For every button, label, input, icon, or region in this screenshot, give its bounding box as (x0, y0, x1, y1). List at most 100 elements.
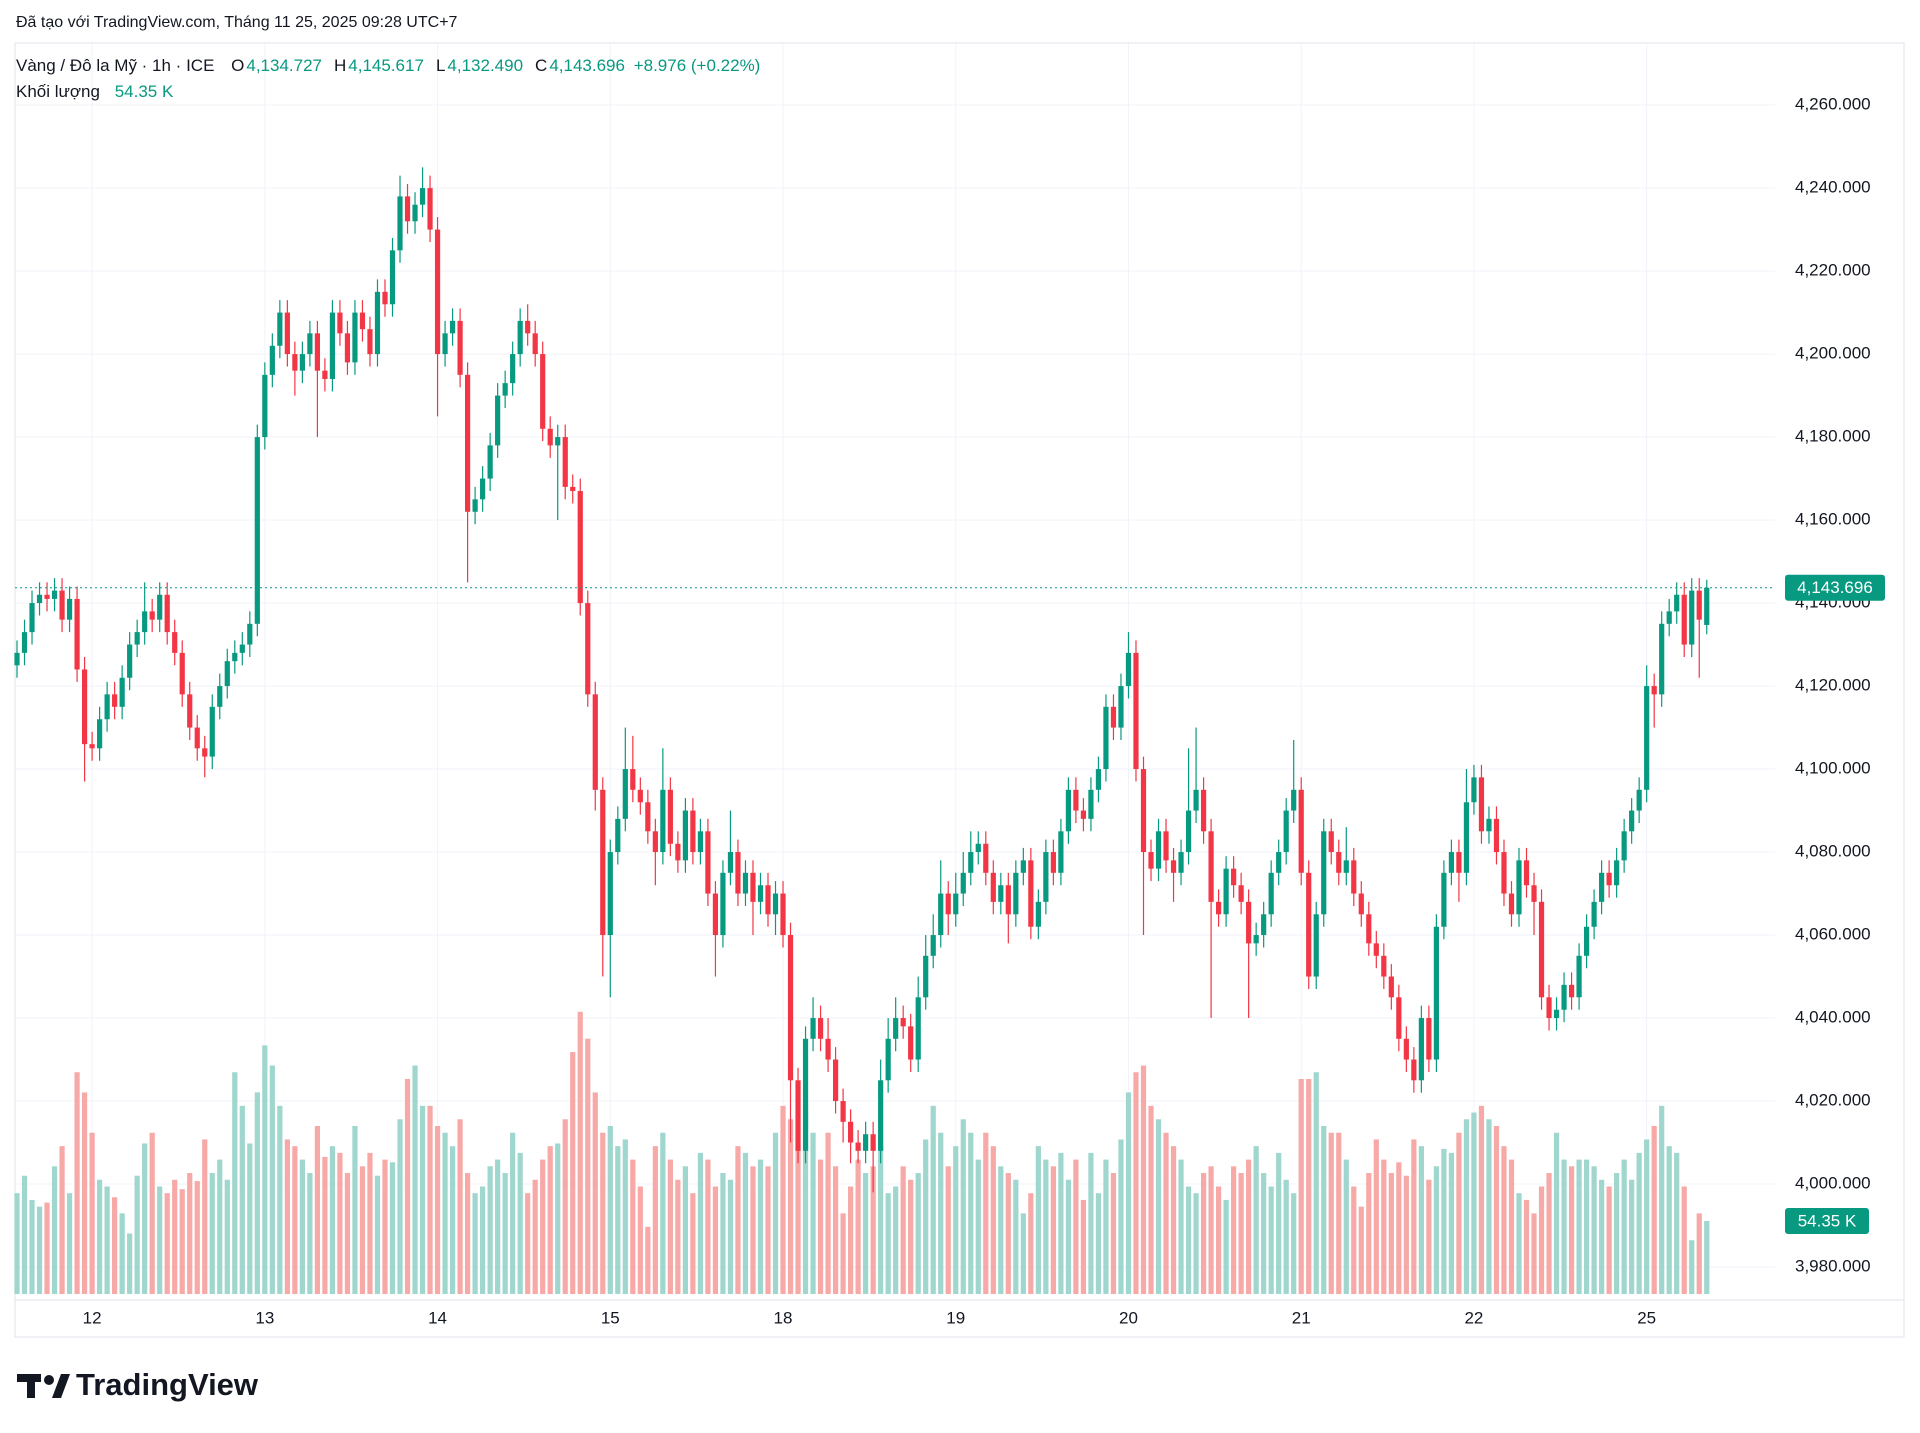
volume-bar (712, 1186, 719, 1294)
candle-body (247, 623, 253, 645)
volume-bar (1644, 1139, 1650, 1294)
x-tick-label: 22 (1464, 1308, 1483, 1327)
volume-bar (697, 1152, 704, 1294)
volume-bar (1283, 1179, 1289, 1294)
volume-bar (855, 1159, 861, 1294)
candle-body (149, 611, 155, 620)
candle-body (29, 603, 35, 633)
candle-body (1433, 926, 1439, 1060)
volume-bar (1291, 1193, 1297, 1294)
candle-body (1396, 997, 1402, 1039)
volume-bar (382, 1159, 388, 1294)
volume-bar (1561, 1159, 1567, 1294)
volume-bar (1050, 1166, 1056, 1294)
volume-bar (112, 1197, 118, 1294)
volume-bar (953, 1146, 959, 1294)
volume-bar (652, 1146, 658, 1294)
candle-body (690, 810, 696, 853)
volume-bar (1261, 1173, 1267, 1294)
candle-layer (14, 167, 1710, 1193)
candle-body (457, 320, 463, 375)
candle-body (374, 291, 381, 355)
volume-bar (1403, 1175, 1409, 1294)
candle-body (1170, 860, 1177, 873)
x-tick-label: 15 (601, 1308, 620, 1327)
candle-body (232, 652, 238, 662)
volume-bar (1013, 1179, 1019, 1294)
volume-bar (1478, 1105, 1485, 1294)
volume-bar (510, 1132, 516, 1294)
volume-bar (374, 1175, 381, 1294)
candle-body (284, 312, 290, 355)
change: +8.976 (+0.22%) (633, 56, 761, 75)
volume-bar (1621, 1159, 1627, 1294)
legend-key: H (334, 56, 347, 75)
candle-body (645, 802, 651, 832)
volume-bar (1659, 1105, 1665, 1294)
volume-bar (284, 1139, 290, 1294)
candle-body (1321, 831, 1327, 915)
volume-bar (1223, 1199, 1229, 1294)
volume-bar (1441, 1148, 1447, 1294)
volume-tag-label: 54.35 K (1798, 1211, 1857, 1230)
candle-body (262, 374, 268, 438)
volume-bar (915, 1173, 921, 1294)
x-tick-label: 25 (1637, 1308, 1656, 1327)
volume-bar (1163, 1132, 1169, 1294)
volume-bar (1298, 1078, 1304, 1294)
volume-bar (1674, 1152, 1680, 1294)
candle-body (404, 196, 411, 222)
volume-bar (1583, 1159, 1590, 1294)
candle-body (367, 329, 373, 355)
volume-bar (66, 1193, 73, 1294)
candle-body (1599, 872, 1605, 902)
candle-body (1531, 885, 1537, 902)
candle-body (1366, 914, 1372, 944)
volume-bar (1373, 1139, 1379, 1294)
candle-body (765, 885, 771, 915)
volume-bar (1073, 1159, 1079, 1294)
candle-body (855, 1142, 861, 1151)
candle-body (630, 769, 636, 790)
candle-body (555, 437, 561, 446)
candle-body (179, 652, 185, 695)
volume-bar (1058, 1152, 1064, 1294)
volume-bar (945, 1166, 951, 1294)
candle-body (1523, 860, 1530, 886)
volume-bar (1531, 1213, 1537, 1294)
candle-body (712, 893, 719, 936)
candle-body (1073, 789, 1079, 811)
y-tick-label: 4,220.000 (1795, 261, 1871, 280)
volume-bar (14, 1193, 20, 1294)
volume-legend: Khối lượng 54.35 K (16, 82, 175, 102)
candle-body (172, 632, 178, 653)
volume-bar (1043, 1159, 1049, 1294)
candle-body (735, 852, 741, 894)
candle-body (1043, 852, 1049, 902)
volume-bar (1276, 1152, 1282, 1294)
candle-body (1148, 852, 1154, 869)
candle-body (1583, 926, 1590, 956)
candle-body (863, 1134, 869, 1151)
candle-body (938, 893, 944, 936)
candle-body (44, 594, 50, 599)
volume-bar (104, 1186, 110, 1294)
volume-bar (1456, 1132, 1462, 1294)
volume-bar (840, 1213, 846, 1294)
volume-bar (1125, 1092, 1132, 1294)
candle-body (412, 204, 418, 222)
candle-body (1538, 901, 1545, 998)
candle-body (1659, 623, 1665, 695)
volume-bar (172, 1179, 178, 1294)
volume-bar (585, 1038, 591, 1294)
volume-bar (923, 1139, 929, 1294)
volume-bar (1133, 1072, 1139, 1294)
candle-body (1606, 872, 1612, 886)
volume-bar (389, 1162, 396, 1294)
candle-body (1493, 818, 1500, 853)
legend-row: Vàng / Đô la Mỹ · 1h · ICE O 4,134.727 H 4,… (16, 56, 762, 76)
candle-body (81, 669, 88, 745)
candle-body (1553, 1009, 1560, 1019)
volume-bar (1629, 1179, 1635, 1294)
